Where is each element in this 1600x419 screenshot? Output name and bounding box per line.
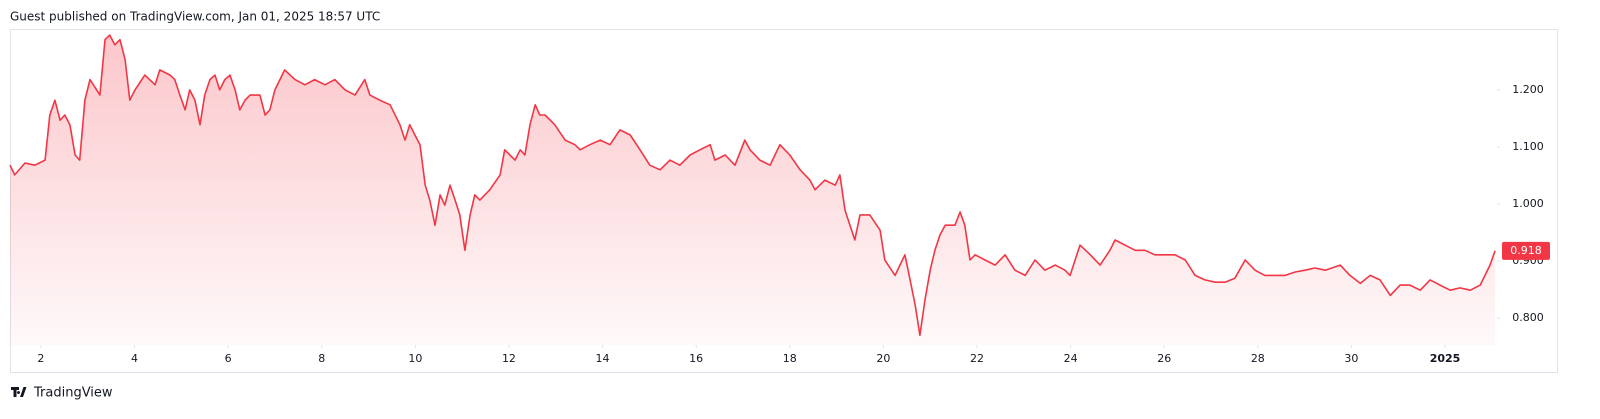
header: Guest published on TradingView.com, Jan … <box>10 10 380 24</box>
x-tick-label: 28 <box>1251 352 1265 365</box>
x-tick-label: 16 <box>689 352 703 365</box>
x-tick-label: 18 <box>783 352 797 365</box>
y-tick-label: 0.800 <box>1512 311 1544 324</box>
x-tick-label: 2025 <box>1430 352 1461 365</box>
y-tick-label: 1.200 <box>1512 83 1544 96</box>
footer-logo <box>11 387 27 397</box>
x-tick-label: 14 <box>596 352 610 365</box>
last-price-badge <box>1502 241 1550 260</box>
x-tick-label: 24 <box>1064 352 1078 365</box>
x-tick-label: 12 <box>502 352 516 365</box>
x-tick-label: 30 <box>1344 352 1358 365</box>
y-tick-label: 1.000 <box>1512 197 1544 210</box>
x-tick-label: 26 <box>1157 352 1171 365</box>
y-tick-label: 1.100 <box>1512 140 1544 153</box>
x-tick-label: 6 <box>225 352 232 365</box>
last-price-label: 0.918 <box>1510 244 1542 257</box>
area-fill <box>10 35 1496 345</box>
x-tick-label: 10 <box>408 352 422 365</box>
x-tick-label: 8 <box>318 352 325 365</box>
x-tick-label: 4 <box>131 352 138 365</box>
x-tick-label: 20 <box>876 352 890 365</box>
x-tick-label: 22 <box>970 352 984 365</box>
x-tick-label: 2 <box>37 352 44 365</box>
price-line <box>9 34 1496 337</box>
footer-brand: TradingView <box>33 386 113 401</box>
